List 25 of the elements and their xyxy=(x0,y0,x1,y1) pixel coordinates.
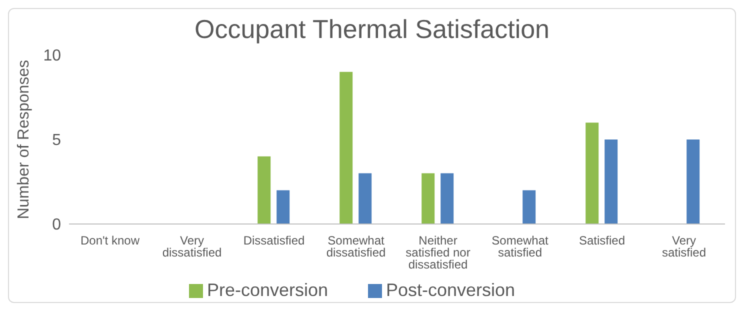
x-tick-label: Satisfied xyxy=(578,234,626,248)
bar xyxy=(276,190,290,224)
y-tick-label: 0 xyxy=(52,216,62,234)
x-tick-label: Dissatisfied xyxy=(243,234,305,248)
bar xyxy=(586,122,599,224)
bar xyxy=(358,173,372,224)
x-tick-label: Somewhat dissatisfied xyxy=(326,234,386,260)
legend-label: Post-conversion xyxy=(386,280,516,300)
y-tick-label: 5 xyxy=(52,132,62,150)
bar xyxy=(440,173,454,224)
x-tick-label: Neither satisfied nor dissatisfied xyxy=(406,234,470,272)
bar xyxy=(340,72,353,224)
bar xyxy=(686,140,700,224)
y-axis-title: Number of Responses xyxy=(16,60,33,220)
x-tick-label: Somewhat satisfied xyxy=(492,234,550,260)
legend-label: Pre-conversion xyxy=(206,280,328,300)
bar xyxy=(522,190,536,224)
bar xyxy=(422,173,435,224)
x-tick-label: Don't know xyxy=(80,234,140,248)
y-tick-label: 10 xyxy=(43,48,62,65)
x-tick-label: Very dissatisfied xyxy=(162,234,222,260)
chart-title: Occupant Thermal Satisfaction xyxy=(193,13,551,46)
bar xyxy=(604,140,618,224)
bar xyxy=(258,156,271,224)
x-tick-label: Very satisfied xyxy=(662,234,706,260)
